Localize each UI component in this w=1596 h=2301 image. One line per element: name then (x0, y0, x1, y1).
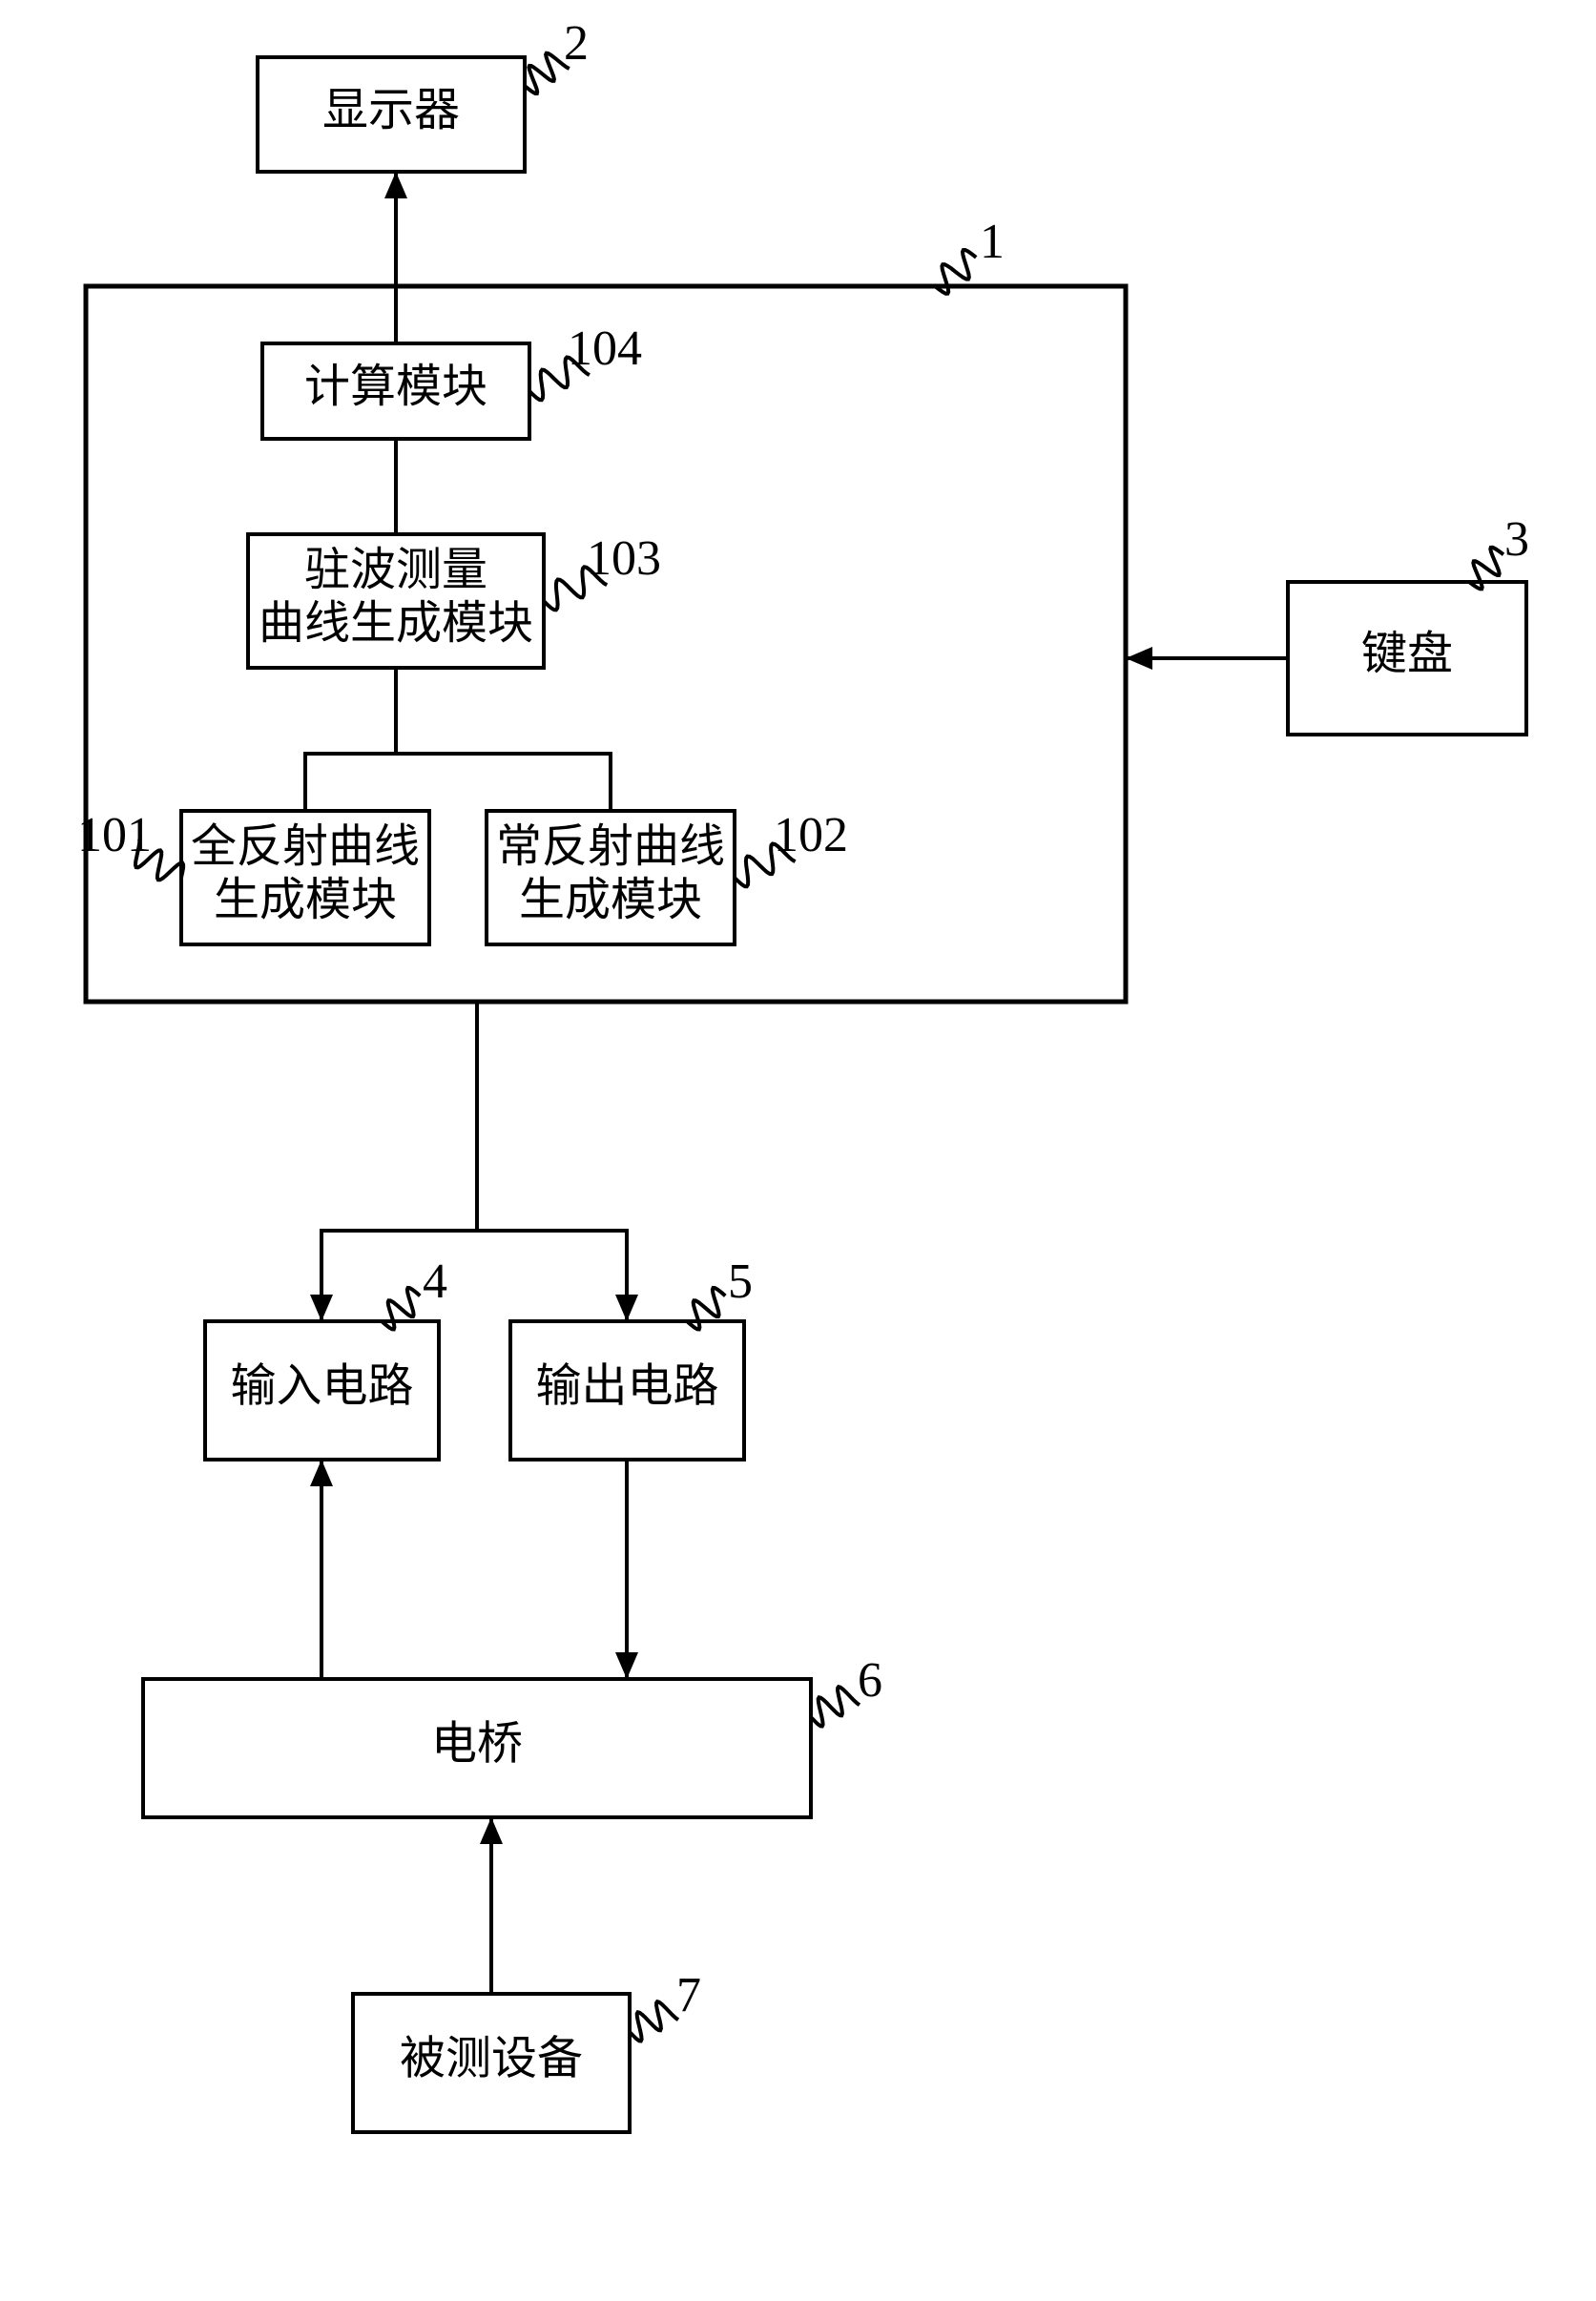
fullref-label: 全反射曲线 (191, 821, 420, 872)
out_circuit-label: 输出电路 (535, 1361, 718, 1412)
arrowhead (310, 1460, 333, 1486)
dut-ref-number: 7 (676, 1968, 701, 2022)
calc-label: 计算模块 (304, 362, 487, 412)
processor-ref-number: 1 (980, 215, 1005, 269)
arrowhead (384, 172, 407, 198)
arrowhead (310, 1295, 333, 1321)
swave-ref-number: 103 (587, 531, 661, 586)
display-ref-leader (525, 53, 570, 93)
keyboard-label: 键盘 (1361, 629, 1453, 679)
block-diagram: 显示器计算模块驻波测量曲线生成模块全反射曲线生成模块常反射曲线生成模块键盘输入电… (0, 0, 1596, 2301)
fullref-label: 生成模块 (214, 875, 397, 925)
normref-ref-number: 102 (774, 808, 848, 862)
arrowhead (615, 1652, 638, 1679)
in_circuit-ref-number: 4 (423, 1254, 447, 1309)
dut-ref-leader (630, 2001, 678, 2041)
swave-label: 驻波测量 (304, 545, 487, 595)
bridge-ref-number: 6 (858, 1653, 882, 1708)
dut-label: 被测设备 (400, 2034, 583, 2084)
connector (477, 1231, 627, 1321)
keyboard-ref-number: 3 (1504, 512, 1529, 567)
normref-label: 常反射曲线 (496, 821, 725, 872)
normref-label: 生成模块 (519, 875, 702, 925)
bridge-label: 电桥 (431, 1719, 523, 1770)
display-label: 显示器 (322, 85, 460, 135)
display-ref-number: 2 (564, 16, 589, 71)
arrowhead (480, 1817, 503, 1844)
bridge-ref-leader (811, 1687, 860, 1726)
arrowhead (1126, 647, 1152, 670)
swave-label: 曲线生成模块 (259, 598, 533, 649)
arrowhead (615, 1295, 638, 1321)
fullref-ref-number: 101 (77, 808, 152, 862)
out_circuit-ref-number: 5 (728, 1254, 753, 1309)
in_circuit-label: 输入电路 (230, 1361, 413, 1412)
calc-ref-number: 104 (568, 321, 642, 376)
